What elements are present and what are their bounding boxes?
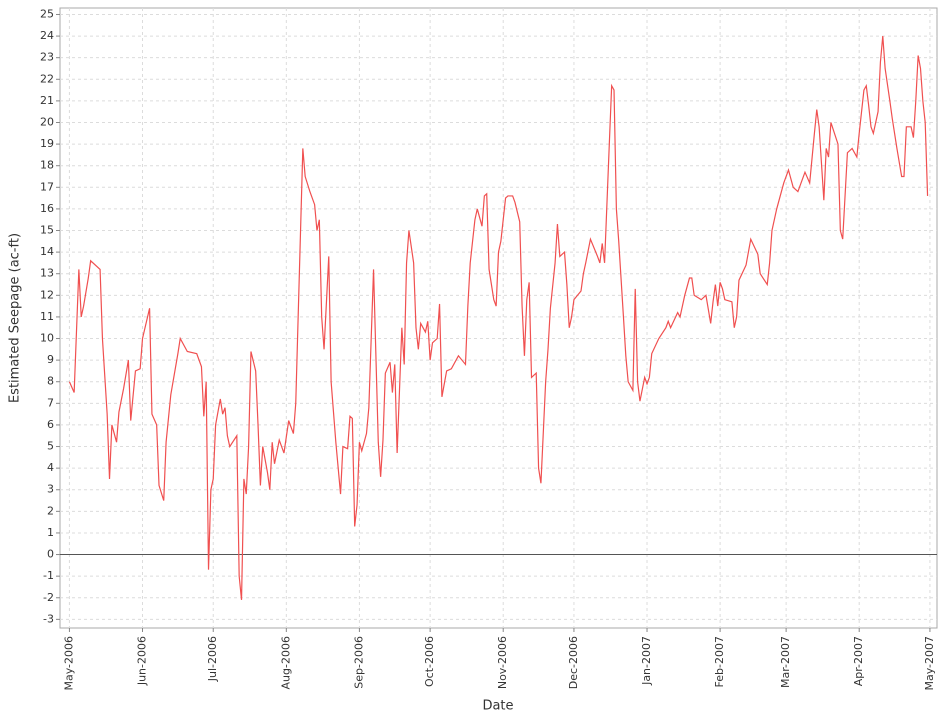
y-tick-label: 5 — [47, 440, 54, 453]
y-tick-label: 15 — [40, 224, 54, 237]
y-tick-label: 22 — [40, 72, 54, 85]
x-tick-label: Oct-2006 — [423, 636, 436, 687]
x-tick-label: Nov-2006 — [496, 636, 509, 689]
x-tick-label: Jul-2006 — [206, 636, 219, 682]
y-tick-label: 12 — [40, 288, 54, 301]
y-tick-label: 25 — [40, 7, 54, 20]
y-tick-label: 3 — [47, 483, 54, 496]
x-tick-label: Mar-2007 — [779, 636, 792, 688]
y-tick-label: 17 — [40, 180, 54, 193]
x-tick-label: Apr-2007 — [852, 636, 865, 686]
y-tick-label: 20 — [40, 115, 54, 128]
y-tick-label: 9 — [47, 353, 54, 366]
x-tick-label: Feb-2007 — [713, 636, 726, 687]
x-axis-label: Date — [482, 699, 513, 714]
y-tick-label: 2 — [47, 504, 54, 517]
x-tick-label: Jan-2007 — [640, 636, 653, 686]
y-tick-label: 0 — [47, 548, 54, 561]
y-tick-label: 14 — [40, 245, 54, 258]
y-tick-label: 18 — [40, 159, 54, 172]
y-tick-label: 8 — [47, 375, 54, 388]
y-tick-label: 1 — [47, 526, 54, 539]
y-tick-label: 19 — [40, 137, 54, 150]
y-tick-label: 11 — [40, 310, 54, 323]
x-tick-label: May-2007 — [923, 636, 936, 691]
y-axis-label: Estimated Seepage (ac-ft) — [8, 233, 23, 403]
y-tick-label: 13 — [40, 267, 54, 280]
y-tick-label: -2 — [43, 591, 54, 604]
x-tick-label: Aug-2006 — [279, 636, 292, 689]
x-tick-label: Jun-2006 — [136, 636, 149, 686]
y-tick-label: 16 — [40, 202, 54, 215]
y-tick-label: 4 — [47, 461, 54, 474]
data-line — [68, 36, 929, 600]
y-tick-label: 6 — [47, 418, 54, 431]
y-tick-label: 10 — [40, 332, 54, 345]
x-tick-label: May-2006 — [62, 636, 75, 691]
y-tick-label: 24 — [40, 29, 54, 42]
y-tick-label: 23 — [40, 51, 54, 64]
plot-frame — [59, 7, 938, 629]
y-tick-label: 7 — [47, 396, 54, 409]
x-tick-label: Sep-2006 — [352, 636, 365, 689]
y-tick-label: -1 — [43, 569, 54, 582]
y-tick-label: 21 — [40, 94, 54, 107]
y-tick-label: -3 — [43, 612, 54, 625]
x-tick-label: Dec-2006 — [567, 636, 580, 689]
